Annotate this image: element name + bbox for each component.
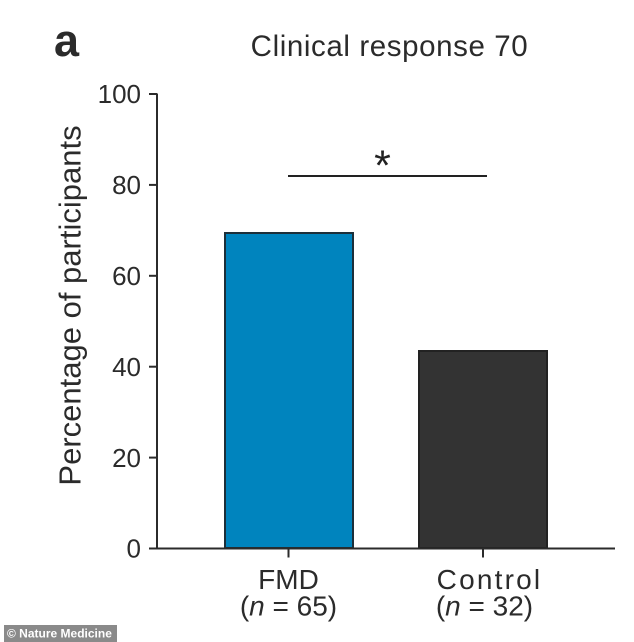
svg-text:Percentage of participants: Percentage of participants <box>53 125 88 485</box>
svg-text:Control: Control <box>437 564 543 595</box>
svg-text:100: 100 <box>98 79 141 109</box>
svg-text:20: 20 <box>112 443 141 473</box>
svg-text:*: * <box>374 142 391 190</box>
svg-text:60: 60 <box>112 261 141 291</box>
svg-text:© Nature Medicine: © Nature Medicine <box>7 627 112 641</box>
svg-text:40: 40 <box>112 352 141 382</box>
svg-text:FMD: FMD <box>258 564 319 595</box>
svg-text:(n = 65): (n = 65) <box>240 591 337 622</box>
svg-text:(n = 32): (n = 32) <box>436 591 533 622</box>
svg-text:0: 0 <box>127 534 141 564</box>
svg-text:Clinical response 70: Clinical response 70 <box>251 30 529 63</box>
svg-text:80: 80 <box>112 170 141 200</box>
svg-text:a: a <box>54 15 80 66</box>
